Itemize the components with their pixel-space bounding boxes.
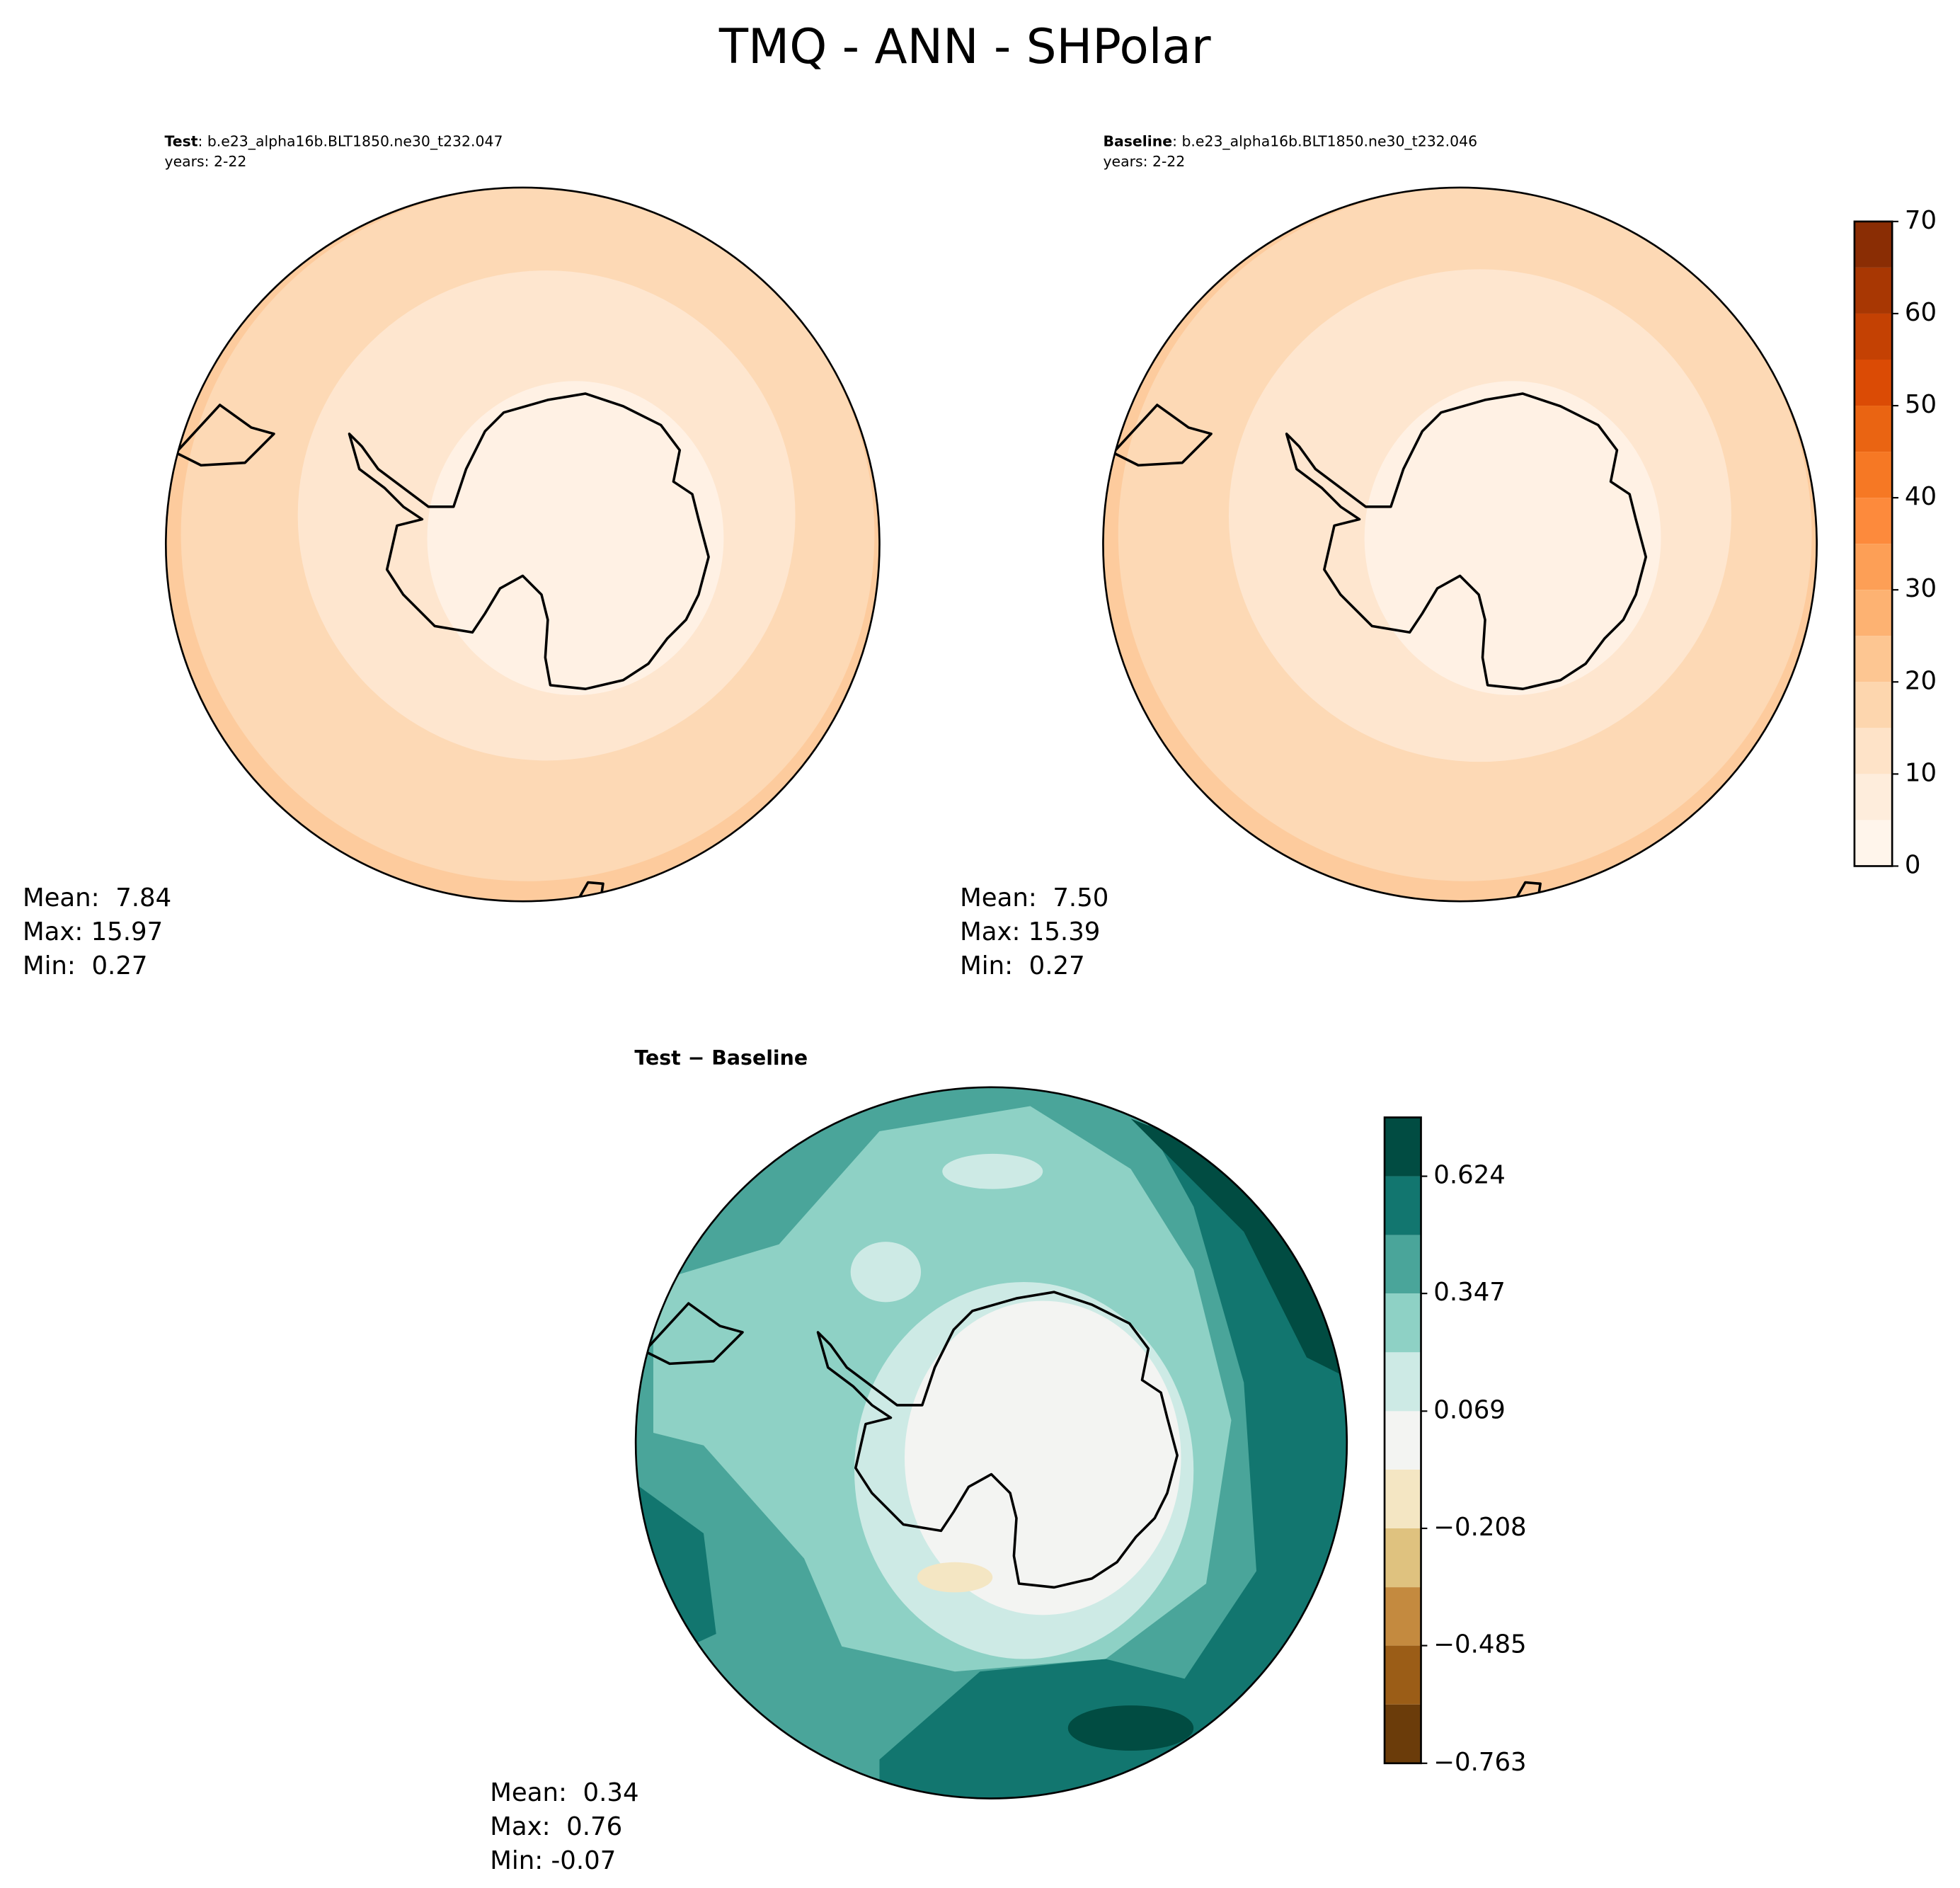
colorbar-frame (1853, 220, 1893, 867)
colorbar-bin (1854, 452, 1893, 498)
diff-title: Test − Baseline (634, 1046, 808, 1070)
map (636, 1087, 1347, 1799)
panel-label: Test (165, 132, 198, 149)
colorbar-bin (1385, 1587, 1421, 1646)
colorbar-tick-label: 0.347 (1433, 1278, 1506, 1307)
colorbar-frame (1383, 1116, 1422, 1765)
panel-header: Baseline: b.e23_alpha16b.BLT1850.ne30_t2… (1103, 132, 1477, 149)
map (166, 187, 880, 902)
colorbar-tick-label: 0.624 (1433, 1161, 1506, 1190)
colorbar-bin (1385, 1235, 1421, 1294)
colorbar-bin (1385, 1645, 1421, 1705)
colorbar-tick-label: −0.763 (1433, 1748, 1526, 1777)
stat: Max: 15.97 (23, 917, 163, 946)
colorbar-bin (1854, 359, 1893, 406)
map-band (1364, 381, 1661, 696)
colorbar-tick-label: 0.069 (1433, 1395, 1506, 1424)
colorbar-bin (1385, 1293, 1421, 1353)
panel-label: Baseline (1103, 132, 1172, 149)
map-band (1067, 1705, 1194, 1751)
colorbar-bin (1854, 682, 1893, 728)
stat: Max: 0.76 (490, 1812, 622, 1841)
coastline (174, 404, 275, 467)
colorbar-tick-label: 0 (1905, 850, 1921, 879)
colorbar-bin (1385, 1469, 1421, 1528)
colorbar-bin (1854, 221, 1893, 268)
figure-title: TMQ - ANN - SHPolar (718, 18, 1211, 74)
coastline (1111, 404, 1213, 467)
colorbar-bin (1854, 406, 1893, 452)
map-border (634, 1086, 1348, 1800)
colorbar-tick-label: 20 (1905, 666, 1937, 695)
colorbar-tick-label: −0.485 (1433, 1630, 1526, 1659)
colorbar-tick-label: −0.208 (1433, 1513, 1526, 1542)
stat: Mean: 7.84 (23, 883, 171, 912)
panel-years: years: 2-22 (165, 153, 247, 170)
colorbar-tick-label: 70 (1905, 206, 1937, 235)
map-band (427, 381, 724, 696)
colorbar-bin (1385, 1176, 1421, 1235)
colorbar-bin (1385, 1528, 1421, 1588)
stat: Min: 0.27 (960, 951, 1085, 980)
map (1103, 187, 1817, 902)
stat: Min: 0.27 (23, 951, 148, 980)
colorbar-bin (1854, 544, 1893, 590)
panel-case: : b.e23_alpha16b.BLT1850.ne30_t232.046 (1172, 132, 1477, 149)
coastline (643, 1302, 744, 1366)
colorbar-tick-label: 60 (1905, 298, 1937, 327)
colorbar-bin (1854, 774, 1893, 820)
map-border (1102, 186, 1818, 903)
colorbar-bin (1385, 1411, 1421, 1470)
panel-years: years: 2-22 (1103, 153, 1185, 170)
colorbar-bin (1385, 1117, 1421, 1177)
colorbar-bin (1385, 1704, 1421, 1763)
map-band (942, 1153, 1043, 1189)
colorbar-bin (1854, 267, 1893, 314)
colorbar-bin (1854, 728, 1893, 774)
colorbar-tick-label: 50 (1905, 390, 1937, 419)
map-band (905, 1300, 1181, 1615)
map-band (917, 1562, 993, 1593)
colorbar-bin (1854, 313, 1893, 360)
stat: Mean: 0.34 (490, 1778, 638, 1807)
colorbar-tick-label: 40 (1905, 482, 1937, 511)
stat: Min: -0.07 (490, 1846, 616, 1875)
stat: Mean: 7.50 (960, 883, 1108, 912)
colorbar-tick-label: 30 (1905, 574, 1937, 603)
colorbar-bin (1854, 636, 1893, 682)
map-border (164, 186, 881, 903)
colorbar-bin (1854, 590, 1893, 636)
colorbar-tick-label: 10 (1905, 758, 1937, 787)
colorbar-bin (1385, 1352, 1421, 1412)
panel-case: : b.e23_alpha16b.BLT1850.ne30_t232.047 (197, 132, 503, 149)
panel-header: Test: b.e23_alpha16b.BLT1850.ne30_t232.0… (165, 132, 503, 149)
colorbar-bin (1854, 820, 1893, 866)
stat: Max: 15.39 (960, 917, 1100, 946)
map-band (850, 1242, 922, 1303)
colorbar-bin (1854, 498, 1893, 544)
